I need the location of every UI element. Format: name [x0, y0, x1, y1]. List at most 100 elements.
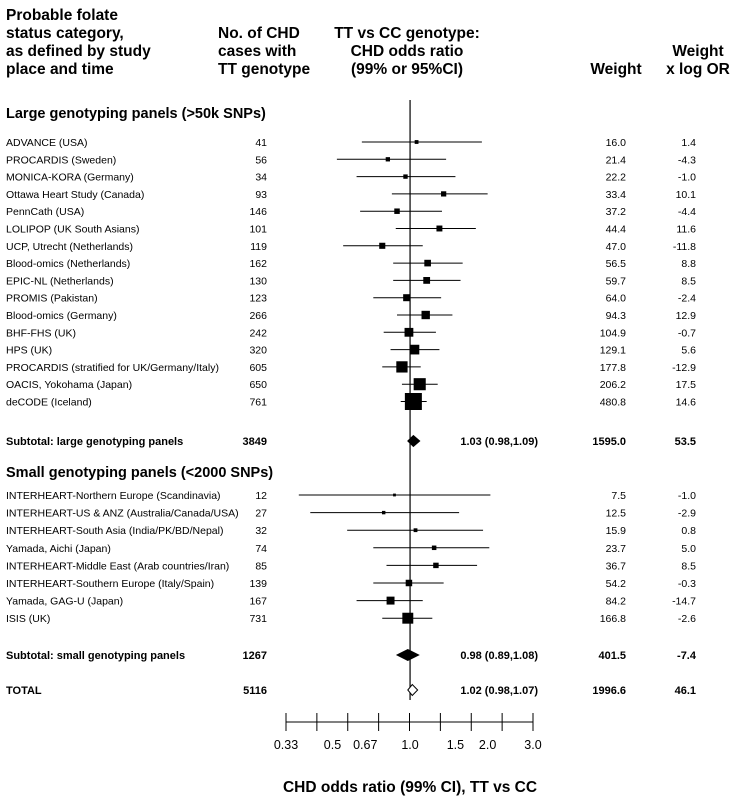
subtotal-weight: 1595.0 — [592, 436, 626, 448]
study-weight-log-or: 11.6 — [676, 224, 696, 236]
study-weight: 166.8 — [600, 613, 626, 625]
study-cases: 167 — [249, 596, 267, 608]
study-cases: 93 — [255, 189, 267, 201]
header-category: status category, — [6, 25, 124, 42]
header-odds-ratio: TT vs CC genotype: — [334, 25, 480, 42]
study-cases: 85 — [255, 560, 267, 572]
summary-diamond — [407, 683, 419, 697]
study-weight-log-or: -14.7 — [672, 596, 696, 608]
study-weight: 59.7 — [606, 275, 627, 287]
header-odds-ratio: CHD odds ratio — [351, 43, 464, 60]
point-estimate-square — [421, 310, 430, 320]
study-cases: 32 — [255, 525, 267, 537]
study-cases: 27 — [255, 508, 267, 520]
study-cases: 266 — [249, 310, 267, 322]
study-weight: 33.4 — [606, 189, 627, 201]
study-weight: 37.2 — [606, 206, 627, 218]
study-weight-log-or: 0.8 — [681, 525, 696, 537]
point-estimate-square — [436, 225, 443, 232]
study-weight: 206.2 — [600, 379, 626, 391]
subtotal-weight-log-or: -7.4 — [677, 650, 697, 662]
header-weight-log-or: Weight — [672, 43, 723, 60]
study-name: ADVANCE (USA) — [6, 137, 87, 149]
study-name: Blood-omics (Netherlands) — [6, 258, 130, 270]
subtotal-weight: 1996.6 — [592, 685, 626, 697]
study-cases: 731 — [249, 613, 267, 625]
study-name: Ottawa Heart Study (Canada) — [6, 189, 144, 201]
x-tick-label: 2.0 — [479, 738, 496, 752]
header-cases: No. of CHD — [218, 25, 300, 42]
point-estimate-square — [423, 277, 431, 284]
study-name: ISIS (UK) — [6, 613, 50, 625]
point-estimate-square — [441, 191, 447, 197]
study-weight-log-or: 8.8 — [681, 258, 696, 270]
header-weight-log-or: x log OR — [666, 61, 730, 78]
study-name: EPIC-NL (Netherlands) — [6, 275, 114, 287]
study-name: PennCath (USA) — [6, 206, 84, 218]
point-estimate-square — [386, 596, 395, 605]
study-cases: 56 — [255, 154, 267, 166]
point-estimate-square — [413, 528, 418, 533]
header-category: place and time — [6, 61, 114, 78]
subtotal-cases: 5116 — [243, 685, 267, 697]
study-name: INTERHEART-South Asia (India/PK/BD/Nepal… — [6, 525, 223, 537]
point-estimate-square — [404, 393, 422, 410]
study-name: MONICA-KORA (Germany) — [6, 172, 134, 184]
study-weight: 44.4 — [606, 224, 627, 236]
subtotal-weight: 401.5 — [598, 650, 626, 662]
subtotal-weight-log-or: 53.5 — [675, 436, 696, 448]
point-estimate-square — [409, 344, 420, 355]
study-weight-log-or: 17.5 — [676, 379, 697, 391]
subtotal-odds-ratio: 1.02 (0.98,1.07) — [460, 685, 538, 697]
x-axis-label: CHD odds ratio (99% CI), TT vs CC — [283, 779, 537, 796]
header-cases: cases with — [218, 43, 296, 60]
section-title: Small genotyping panels (<2000 SNPs) — [6, 465, 273, 481]
study-weight-log-or: -4.3 — [678, 154, 696, 166]
subtotal-label: Subtotal: large genotyping panels — [6, 436, 183, 448]
study-weight-log-or: -2.9 — [678, 508, 696, 520]
study-weight: 64.0 — [606, 293, 627, 305]
x-tick-label: 1.0 — [401, 738, 418, 752]
study-name: PROMIS (Pakistan) — [6, 293, 98, 305]
point-estimate-square — [404, 327, 414, 337]
study-weight-log-or: -12.9 — [672, 362, 696, 374]
point-estimate-square — [405, 579, 413, 587]
study-cases: 320 — [249, 345, 267, 357]
x-tick-label: 0.67 — [353, 738, 377, 752]
study-weight: 23.7 — [606, 543, 627, 555]
study-weight-log-or: -4.4 — [678, 206, 696, 218]
point-estimate-square — [385, 157, 391, 162]
study-name: Blood-omics (Germany) — [6, 310, 117, 322]
subtotal-odds-ratio: 1.03 (0.98,1.09) — [460, 436, 538, 448]
study-weight-log-or: 10.1 — [676, 189, 697, 201]
study-weight: 54.2 — [606, 578, 627, 590]
study-weight: 94.3 — [606, 310, 627, 322]
study-cases: 101 — [249, 224, 267, 236]
study-weight-log-or: -2.4 — [678, 293, 696, 305]
summary-diamond — [395, 648, 420, 662]
study-weight: 480.8 — [600, 397, 626, 409]
study-weight-log-or: 14.6 — [676, 397, 697, 409]
study-cases: 761 — [249, 397, 267, 409]
study-cases: 242 — [249, 327, 267, 339]
study-weight: 177.8 — [600, 362, 626, 374]
study-name: UCP, Utrecht (Netherlands) — [6, 241, 133, 253]
study-weight-log-or: -11.8 — [673, 241, 696, 253]
header-category: as defined by study — [6, 43, 151, 60]
study-weight: 12.5 — [606, 508, 627, 520]
header-weight: Weight — [590, 61, 641, 78]
study-name: OACIS, Yokohama (Japan) — [6, 379, 132, 391]
study-cases: 605 — [249, 362, 267, 374]
subtotal-cases: 1267 — [243, 650, 267, 662]
point-estimate-square — [413, 378, 426, 391]
study-name: INTERHEART-US & ANZ (Australia/Canada/US… — [6, 508, 239, 520]
study-weight-log-or: 8.5 — [681, 275, 696, 287]
study-weight: 21.4 — [606, 154, 627, 166]
point-estimate-square — [424, 259, 431, 267]
study-name: deCODE (Iceland) — [6, 397, 92, 409]
point-estimate-square — [396, 361, 408, 373]
point-estimate-square — [431, 545, 437, 551]
study-weight: 104.9 — [600, 327, 626, 339]
point-estimate-square — [379, 242, 386, 249]
